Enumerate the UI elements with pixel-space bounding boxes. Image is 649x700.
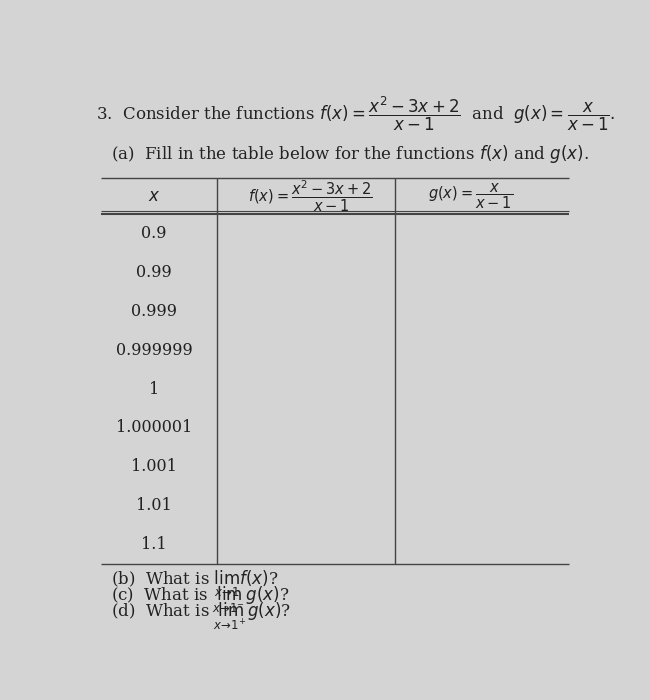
Text: 1: 1 [149,381,159,398]
Text: $f(x) = \dfrac{x^2 - 3x + 2}{x - 1}$: $f(x) = \dfrac{x^2 - 3x + 2}{x - 1}$ [248,178,373,214]
Text: (d)  What is $\lim_{x \to 1^+} g(x)$?: (d) What is $\lim_{x \to 1^+} g(x)$? [112,601,291,632]
Text: 0.999: 0.999 [131,303,177,320]
Text: 3.  Consider the functions $f(x) = \dfrac{x^2 - 3x + 2}{x - 1}$  and  $g(x) = \d: 3. Consider the functions $f(x) = \dfrac… [96,94,616,133]
Text: (b)  What is $\lim_{x \to 1} f(x)$?: (b) What is $\lim_{x \to 1} f(x)$? [112,569,278,599]
Text: (c)  What is $\lim_{x \to 1^-} g(x)$?: (c) What is $\lim_{x \to 1^-} g(x)$? [112,585,290,615]
Text: 0.999999: 0.999999 [116,342,193,359]
Text: 1.01: 1.01 [136,497,172,514]
Text: 0.9: 0.9 [141,225,167,242]
Text: 1.1: 1.1 [141,536,167,553]
Text: $x$: $x$ [148,188,160,205]
Text: 1.001: 1.001 [131,458,177,475]
Text: 0.99: 0.99 [136,264,172,281]
Text: (a)  Fill in the table below for the functions $f(x)$ and $g(x)$.: (a) Fill in the table below for the func… [112,143,589,165]
Text: $g(x) = \dfrac{x}{x-1}$: $g(x) = \dfrac{x}{x-1}$ [428,181,513,211]
Text: 1.000001: 1.000001 [116,419,192,436]
